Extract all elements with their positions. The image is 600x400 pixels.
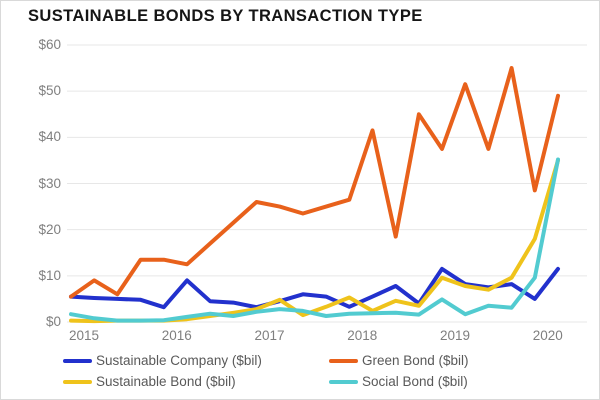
x-tick-label: 2020 xyxy=(532,328,563,343)
series-line xyxy=(69,266,560,310)
series-line xyxy=(69,66,560,299)
chart-legend: Sustainable Company ($bil) Green Bond ($… xyxy=(63,350,533,392)
legend-label: Sustainable Company ($bil) xyxy=(96,353,262,368)
x-tick-label: 2015 xyxy=(68,328,100,343)
legend-item-sustainable-bond: Sustainable Bond ($bil) xyxy=(63,374,329,389)
y-tick-label: $20 xyxy=(38,221,61,237)
x-tick-label: 2019 xyxy=(440,328,471,343)
y-tick-label: $60 xyxy=(38,37,61,52)
y-tick-label: $50 xyxy=(38,83,61,99)
x-tick-label: 2018 xyxy=(347,328,378,343)
y-tick-label: $10 xyxy=(38,267,61,283)
y-tick-label: $40 xyxy=(38,129,61,145)
sustainable-company-line-swatch xyxy=(63,358,92,363)
legend-label: Sustainable Bond ($bil) xyxy=(96,374,236,389)
y-tick-label: $30 xyxy=(38,175,61,191)
sustainable-bond-line-swatch xyxy=(63,379,92,384)
series-line xyxy=(69,158,560,324)
legend-item-social-bond: Social Bond ($bil) xyxy=(329,374,533,389)
legend-item-sustainable-company: Sustainable Company ($bil) xyxy=(63,353,329,368)
legend-item-green-bond: Green Bond ($bil) xyxy=(329,353,533,368)
y-tick-label: $0 xyxy=(45,314,61,329)
social-bond-line-swatch xyxy=(329,379,358,384)
chart-title: SUSTAINABLE BONDS BY TRANSACTION TYPE xyxy=(28,7,423,25)
green-bond-line-swatch xyxy=(329,358,358,363)
legend-label: Green Bond ($bil) xyxy=(362,353,469,368)
legend-label: Social Bond ($bil) xyxy=(362,374,468,389)
series-line xyxy=(69,157,560,323)
x-tick-label: 2016 xyxy=(161,328,192,343)
x-tick-label: 2017 xyxy=(254,328,285,343)
